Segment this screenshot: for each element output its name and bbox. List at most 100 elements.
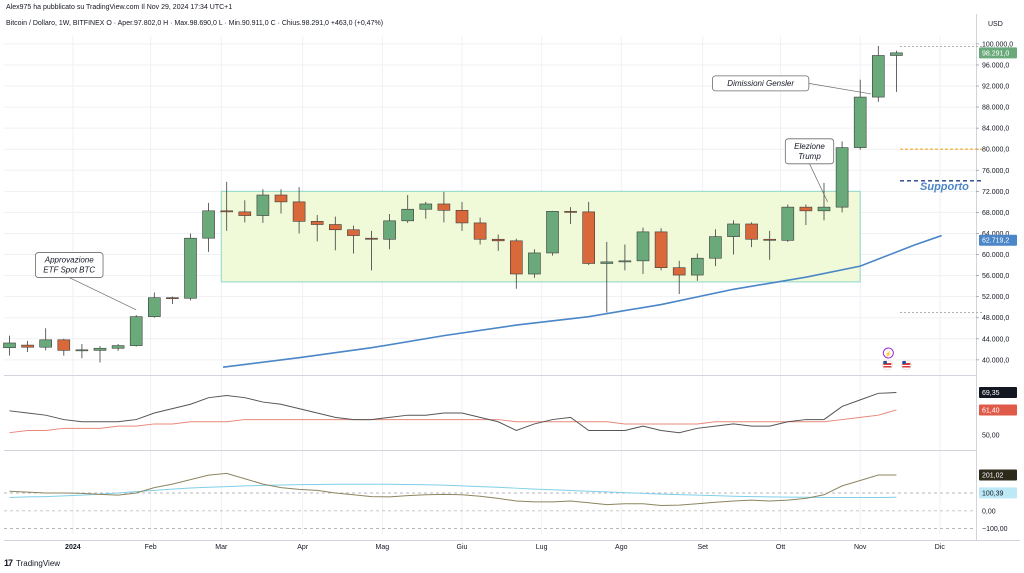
x-tick-label: Feb bbox=[145, 544, 157, 551]
us-flag-icon bbox=[882, 359, 893, 371]
us-flag-stripe bbox=[902, 363, 911, 365]
y-tick-label: 96.000,0 bbox=[982, 62, 1009, 69]
candle bbox=[473, 217, 487, 245]
candle-body bbox=[745, 223, 758, 240]
candle-body bbox=[437, 203, 451, 211]
candle bbox=[871, 46, 885, 102]
annotation-pointer bbox=[69, 277, 137, 311]
horizontal-lines: Supporto bbox=[900, 46, 984, 313]
candle bbox=[292, 187, 306, 234]
candle bbox=[202, 202, 215, 252]
candle bbox=[600, 241, 614, 313]
candle bbox=[166, 296, 179, 305]
candle bbox=[799, 204, 813, 226]
annotation: Dimissioni Gensler bbox=[712, 75, 872, 95]
candle bbox=[39, 328, 53, 351]
candle-body bbox=[21, 344, 34, 348]
y-tick-label: 48.000,0 bbox=[982, 315, 1009, 322]
candle-body bbox=[672, 267, 686, 276]
candle bbox=[763, 230, 777, 260]
candle-body bbox=[763, 238, 777, 241]
x-tick-label: Nov bbox=[854, 544, 867, 551]
candle-body bbox=[582, 211, 596, 264]
candle-body bbox=[727, 223, 740, 237]
x-tick-label: Mar bbox=[215, 544, 228, 551]
candle-body bbox=[618, 260, 632, 263]
y-tick-label: 40.000,0 bbox=[982, 357, 1009, 364]
candle-body bbox=[799, 206, 813, 212]
candle bbox=[148, 292, 161, 318]
moving-average bbox=[222, 234, 942, 369]
x-tick-label: Set bbox=[697, 544, 708, 551]
y-tick-label: 92.000,0 bbox=[982, 84, 1009, 91]
y-tick-label: 44.000,0 bbox=[982, 336, 1009, 343]
y-tick-label: 84.000,0 bbox=[982, 126, 1009, 133]
x-tick-label: Mag bbox=[376, 544, 390, 551]
candle bbox=[419, 201, 433, 219]
y-tick-label: 80.000,0 bbox=[982, 147, 1009, 154]
us-flag-stripe bbox=[902, 366, 911, 368]
candle-body bbox=[564, 211, 577, 213]
candle-body bbox=[491, 238, 505, 242]
candle bbox=[57, 338, 71, 356]
candle-body bbox=[310, 221, 324, 225]
candle-body bbox=[419, 203, 433, 210]
candle bbox=[365, 230, 378, 271]
rsi-pane bbox=[9, 392, 897, 434]
candle bbox=[745, 222, 758, 248]
candle-body bbox=[853, 96, 867, 148]
x-tick-label: 2024 bbox=[65, 544, 81, 551]
candle bbox=[546, 210, 559, 256]
candle-body bbox=[600, 261, 614, 264]
candle-body bbox=[509, 240, 523, 275]
candle bbox=[220, 181, 233, 231]
candle bbox=[21, 340, 34, 352]
currency-label: USD bbox=[988, 21, 1003, 28]
rsi-ma-line bbox=[9, 409, 897, 434]
rsi-badge-text: 69,35 bbox=[982, 390, 1000, 397]
osc-badge-text: 100,39 bbox=[982, 490, 1004, 497]
price-badge-bg bbox=[979, 234, 1017, 246]
osc-badge: 100,39 bbox=[979, 487, 1017, 499]
y-tick-label: 88.000,0 bbox=[982, 105, 1009, 112]
candle-body bbox=[148, 297, 161, 317]
candle bbox=[528, 249, 541, 278]
candle-body bbox=[654, 231, 668, 268]
candle-body bbox=[274, 194, 288, 203]
us-flag-canton bbox=[883, 361, 887, 364]
candle bbox=[3, 335, 16, 356]
y-tick-label: 56.000,0 bbox=[982, 273, 1009, 280]
candle-body bbox=[328, 224, 342, 231]
price-badge: 62.719,2 bbox=[979, 234, 1017, 246]
candle bbox=[618, 244, 632, 271]
tradingview-logo-icon: 17 bbox=[4, 558, 13, 568]
candle bbox=[654, 228, 668, 271]
candle-body bbox=[365, 237, 378, 240]
price-badge: 98.291,0 bbox=[979, 47, 1017, 59]
candle bbox=[238, 200, 252, 223]
osc-tick-label: −100,00 bbox=[982, 526, 1008, 533]
annotation-pointer bbox=[808, 83, 872, 95]
candle bbox=[184, 233, 197, 301]
osc-badge: 201,02 bbox=[979, 469, 1017, 481]
osc-badge-text: 201,02 bbox=[982, 472, 1004, 479]
x-tick-label: Ott bbox=[776, 544, 785, 551]
candle-body bbox=[202, 210, 215, 239]
annotation-text: Dimissioni Gensler bbox=[727, 79, 794, 88]
x-tick-label: Lug bbox=[536, 544, 548, 551]
x-tick-label: Ago bbox=[615, 544, 628, 551]
symbol-info: Bitcoin / Dollaro, 1W, BITFINEX O · Aper… bbox=[6, 20, 384, 27]
lightning-icon-glyph: ⚡ bbox=[885, 350, 892, 358]
lightning-icon: ⚡ bbox=[882, 347, 894, 359]
y-tick-label: 52.000,0 bbox=[982, 294, 1009, 301]
candle-body bbox=[57, 339, 71, 351]
rsi-badge: 69,35 bbox=[979, 387, 1017, 399]
candle-body bbox=[75, 349, 89, 352]
candle-body bbox=[835, 147, 849, 208]
candle bbox=[75, 344, 89, 359]
us-flag-stripe bbox=[883, 363, 892, 365]
y-tick-label: 100.000,0 bbox=[982, 41, 1013, 48]
candle-body bbox=[93, 347, 107, 351]
